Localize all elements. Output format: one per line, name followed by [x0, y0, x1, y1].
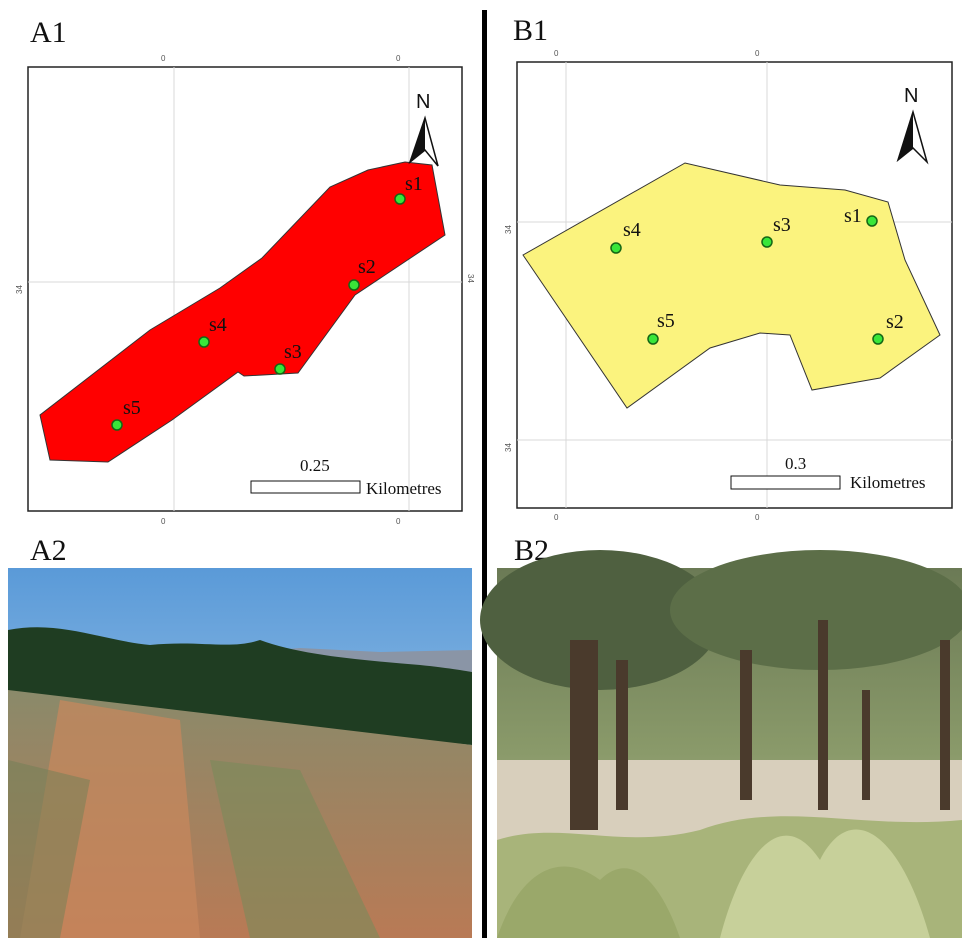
grid-label: 0 [396, 54, 401, 63]
site-label: s3 [773, 214, 791, 236]
site-label: s2 [886, 311, 904, 333]
site-label: s5 [657, 310, 675, 332]
photo-a2 [8, 568, 472, 938]
scale-bar [731, 476, 840, 489]
grid-label: 0 [161, 517, 166, 526]
map-a1: s1 s2 s3 s4 s5 N 0.25 Kilometres 0 0 34 … [15, 54, 475, 526]
grid-label: 34 [504, 225, 513, 234]
scale-unit: Kilometres [366, 479, 442, 498]
panel-label: A1 [30, 16, 67, 49]
photo-b2 [480, 550, 962, 938]
grid-label: 34 [504, 443, 513, 452]
site-label: s2 [358, 256, 376, 278]
site-label: s3 [284, 341, 302, 363]
grid-label: 0 [554, 49, 559, 58]
scale-value: 0.25 [300, 456, 330, 475]
site-label: s1 [405, 173, 423, 195]
site-label: s4 [623, 219, 641, 241]
site-label: s4 [209, 314, 227, 336]
site-label: s5 [123, 397, 141, 419]
grid-label: 0 [755, 513, 760, 522]
grid-label: 34 [466, 274, 475, 283]
grid-label: 0 [161, 54, 166, 63]
divider [482, 10, 487, 938]
map-b1: s1 s2 s3 s4 s5 N 0.3 Kilometres 0 0 34 3… [504, 49, 952, 522]
grid-label: 0 [755, 49, 760, 58]
site-label: s1 [844, 205, 862, 227]
north-label: N [904, 85, 918, 107]
scale-value: 0.3 [785, 454, 806, 473]
panel-label: B1 [513, 14, 548, 47]
grid-label: 0 [396, 517, 401, 526]
scale-unit: Kilometres [850, 473, 926, 492]
panel-label: A2 [30, 534, 67, 567]
north-label: N [416, 91, 430, 113]
grid-label: 34 [15, 285, 24, 294]
grid-label: 0 [554, 513, 559, 522]
figure: A1 s1 s2 s3 s4 s5 N 0.25 Kilometres 0 0 … [0, 0, 962, 938]
scale-bar [251, 481, 360, 493]
